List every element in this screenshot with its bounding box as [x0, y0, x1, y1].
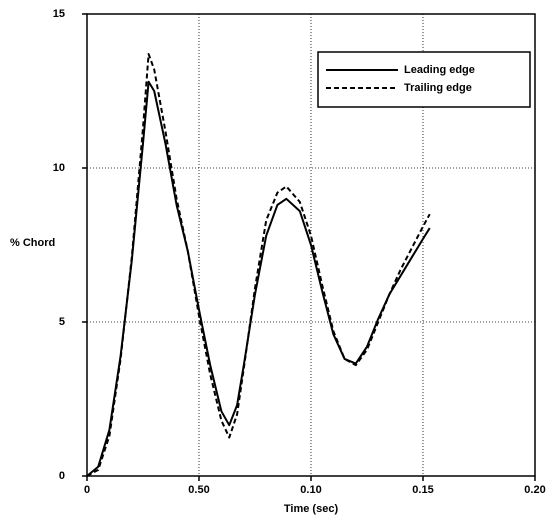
y-tick-label: 5: [59, 316, 65, 328]
x-tick-label: 0: [84, 484, 90, 496]
x-tick-label: 0.10: [300, 484, 321, 496]
legend-label: Trailing edge: [404, 82, 472, 94]
data-line: [86, 80, 431, 477]
legend-box: [317, 51, 531, 108]
x-tick-label: 0.15: [412, 484, 433, 496]
plot-frame: [86, 13, 536, 477]
y-tick-label: 15: [53, 8, 65, 20]
x-axis-label: Time (sec): [284, 503, 339, 515]
data-line: [86, 53, 431, 477]
legend-label: Leading edge: [404, 64, 475, 76]
y-tick-label: 0: [59, 470, 65, 482]
y-tick-label: 10: [53, 162, 65, 174]
x-tick-label: 0.50: [188, 484, 209, 496]
y-axis-label: % Chord: [10, 237, 55, 249]
x-tick-label: 0.20: [524, 484, 545, 496]
